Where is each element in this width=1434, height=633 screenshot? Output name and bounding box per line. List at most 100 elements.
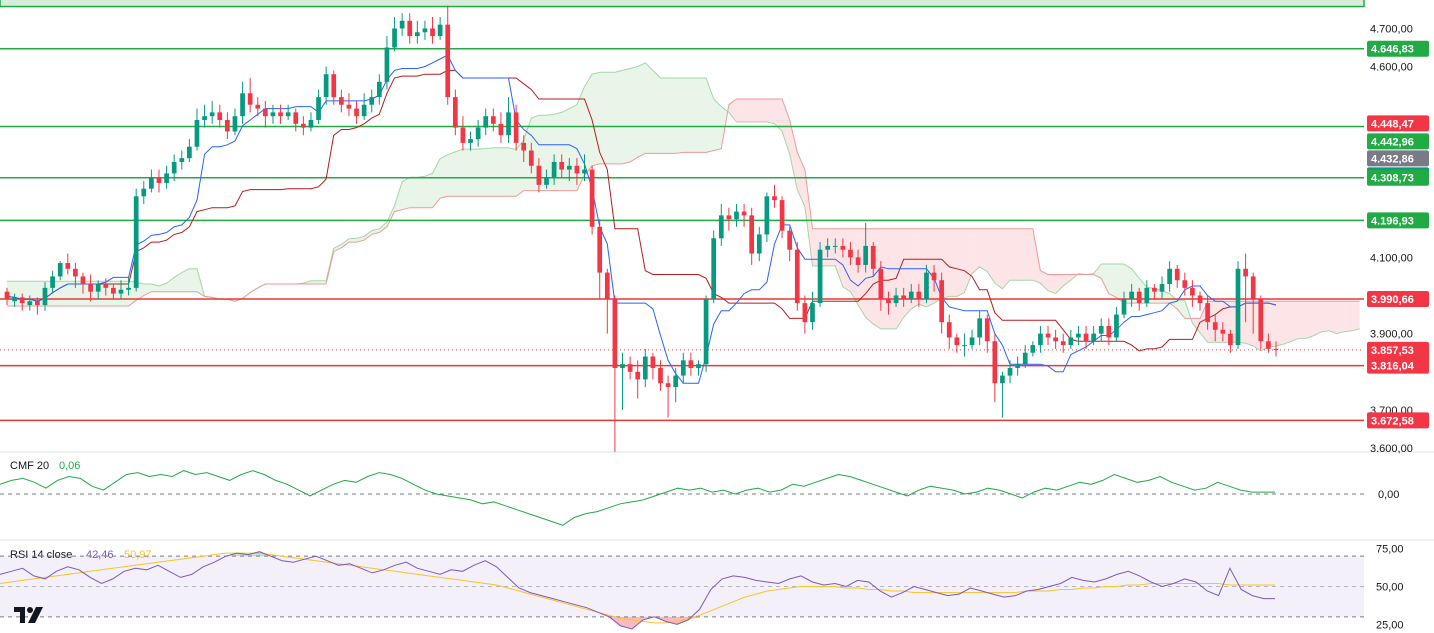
cloud-segment (964, 228, 973, 293)
cloud-segment (630, 66, 638, 162)
candle-body (240, 93, 245, 117)
cloud-segment (364, 230, 372, 241)
candle-body (1098, 326, 1104, 334)
candle-body (1250, 276, 1256, 300)
candle (1129, 284, 1134, 307)
candle-body (658, 367, 663, 384)
candle-body (12, 297, 17, 302)
candle (217, 104, 223, 128)
candle-body (1114, 314, 1119, 338)
candle-body (1190, 287, 1195, 296)
candle (574, 158, 580, 185)
price-badge-bg (1367, 412, 1429, 429)
candle-body (741, 211, 747, 216)
candle-body (1220, 329, 1226, 334)
cloud-segment (1017, 228, 1026, 281)
tenkan-sen-line (6, 54, 1277, 384)
candle (95, 280, 101, 300)
cloud-segment (356, 236, 365, 243)
price-tick-label: 4.700,00 (1370, 23, 1413, 35)
candle (855, 249, 861, 273)
candle (141, 181, 147, 204)
cloud-segment (1169, 293, 1178, 309)
candle-body (1015, 364, 1020, 368)
cloud-segment (158, 283, 167, 292)
candle (627, 356, 633, 380)
candle-body (414, 32, 420, 37)
cloud-segment (1093, 264, 1102, 279)
cloud-segment (979, 228, 988, 272)
candle-body (225, 119, 230, 132)
rsi-value: 42,46 (86, 549, 114, 561)
candle-body (870, 245, 876, 269)
tradingview-logo-icon (14, 607, 43, 623)
cloud-segment (500, 147, 509, 197)
candle (468, 131, 473, 151)
candle-body (711, 238, 717, 300)
candle (1060, 333, 1066, 353)
cloud-segment (652, 70, 661, 154)
candle (1121, 291, 1127, 319)
cloud-segment (75, 281, 83, 306)
rsi-label[interactable]: RSI 14 close (10, 549, 72, 561)
cloud-segment (592, 72, 600, 166)
candle-body (300, 123, 306, 128)
candle-body (1129, 291, 1134, 300)
candle-body (939, 280, 945, 323)
candle (635, 360, 641, 399)
cloud-segment (424, 173, 433, 208)
candle (445, 5, 451, 105)
price-badge-bg (1367, 357, 1429, 374)
candle-body (445, 24, 451, 98)
candle-body (50, 276, 55, 288)
candle (536, 158, 542, 193)
candle (620, 352, 625, 410)
price-badge-bg (1367, 150, 1429, 167)
candle-body (171, 161, 177, 174)
candle (133, 188, 139, 292)
cloud-segment (333, 244, 342, 252)
candle-body (430, 28, 435, 37)
candle (300, 116, 306, 136)
candle (460, 116, 466, 151)
price-badge-label: 4.432,86 (1371, 153, 1414, 165)
candle (42, 282, 48, 311)
candle (490, 108, 496, 132)
candle (407, 13, 413, 44)
candle-body (354, 108, 359, 117)
candle (673, 367, 679, 403)
cloud-segment (1032, 228, 1041, 284)
candle-body (35, 301, 40, 306)
candle-body (1000, 375, 1005, 384)
cloud-segment (1283, 301, 1292, 345)
candle-body (1152, 287, 1157, 292)
candle-body (582, 169, 587, 174)
candle (756, 226, 762, 262)
candle-body (338, 97, 344, 105)
candle-body (878, 268, 884, 300)
candle-body (422, 28, 428, 33)
candle-body (1053, 337, 1058, 342)
candle (475, 119, 481, 147)
cloud-segment (956, 228, 965, 297)
cloud-segment (903, 228, 912, 318)
candle (1030, 341, 1036, 357)
cloud-segment (1101, 264, 1109, 294)
candle (969, 329, 975, 349)
cloud-segment (736, 99, 745, 122)
candle-body (544, 177, 549, 185)
candle-body (293, 112, 299, 124)
candle (1022, 345, 1028, 368)
cloud-segment (1268, 301, 1276, 347)
candle (931, 264, 937, 292)
candle-body (513, 112, 519, 143)
candle-body (331, 74, 337, 98)
cloud-segment (896, 228, 904, 329)
cmf-label[interactable]: CMF 20 (10, 460, 49, 472)
candle (88, 274, 93, 302)
cloud-segment (690, 78, 699, 153)
price-tick-label: 4.600,00 (1370, 62, 1413, 74)
cloud-segment (348, 238, 357, 243)
candle-body (126, 287, 131, 290)
candle (384, 36, 390, 90)
